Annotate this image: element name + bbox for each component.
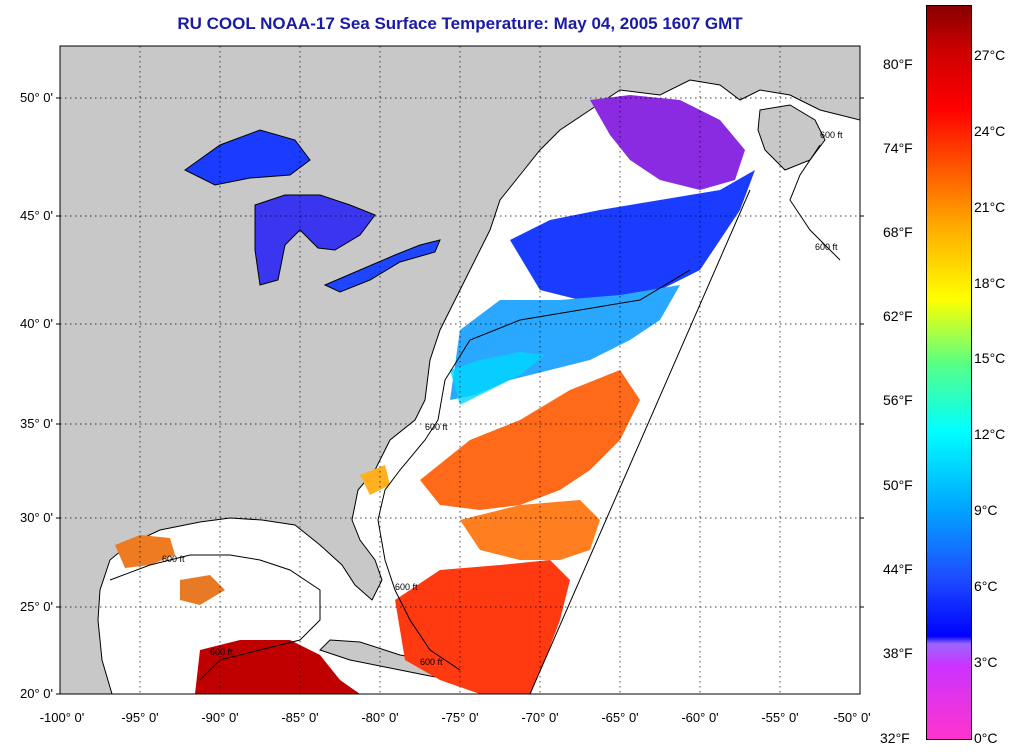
lat-label: 45° 0' — [20, 208, 53, 223]
celsius-label: 6°C — [974, 578, 998, 594]
swath-edge — [529, 189, 751, 694]
sst-shelf-cyan — [450, 352, 545, 405]
lon-label: -85° 0' — [281, 710, 318, 725]
lat-label: 35° 0' — [20, 416, 53, 431]
lake-michigan-huron — [254, 194, 376, 286]
contour-label: 600 ft — [815, 242, 838, 252]
lat-label: 20° 0' — [20, 686, 53, 701]
celsius-label: 15°C — [974, 350, 1006, 366]
fahrenheit-label: 44°F — [883, 561, 913, 577]
lon-label: -65° 0' — [601, 710, 638, 725]
lon-label: -70° 0' — [521, 710, 558, 725]
fahrenheit-label: 56°F — [883, 392, 913, 408]
celsius-label: 0°C — [974, 730, 998, 746]
lat-label: 30° 0' — [20, 510, 53, 525]
map-title: RU COOL NOAA-17 Sea Surface Temperature:… — [177, 14, 743, 33]
contour-label: 600 ft — [420, 657, 443, 667]
fahrenheit-label: 32°F — [880, 730, 910, 746]
celsius-label: 21°C — [974, 199, 1006, 215]
contour-label: 600 ft — [210, 647, 233, 657]
contour-label: 600 ft — [395, 582, 418, 592]
celsius-label: 24°C — [974, 123, 1006, 139]
lat-label: 40° 0' — [20, 316, 53, 331]
lake-superior — [184, 129, 311, 186]
celsius-label: 27°C — [974, 47, 1006, 63]
sst-gulf-maine — [510, 170, 755, 300]
fahrenheit-label: 74°F — [883, 140, 913, 156]
lat-label: 25° 0' — [20, 599, 53, 614]
lake-erie-ontario — [323, 239, 441, 293]
lon-label: -50° 0' — [833, 710, 870, 725]
fahrenheit-label: 68°F — [883, 224, 913, 240]
lon-label: -100° 0' — [40, 710, 85, 725]
sst-bahamas-region — [395, 560, 570, 694]
lon-label: -95° 0' — [121, 710, 158, 725]
lon-label: -60° 0' — [681, 710, 718, 725]
lon-label: -55° 0' — [761, 710, 798, 725]
graticule — [60, 46, 860, 694]
lon-label: -90° 0' — [201, 710, 238, 725]
temperature-colorbar — [926, 5, 972, 740]
sst-gulf-stream — [420, 370, 640, 510]
lat-label: 50° 0' — [20, 90, 53, 105]
sst-florida-coast — [360, 465, 390, 495]
contour-label: 600 ft — [425, 422, 448, 432]
celsius-label: 18°C — [974, 275, 1006, 291]
contour-600ft — [109, 144, 841, 681]
fahrenheit-label: 62°F — [883, 308, 913, 324]
sst-sargasso — [460, 500, 600, 560]
fahrenheit-label: 50°F — [883, 477, 913, 493]
celsius-label: 9°C — [974, 502, 998, 518]
sst-caribbean — [195, 640, 360, 694]
sst-gulf-st-lawrence — [590, 95, 745, 190]
fahrenheit-label: 38°F — [883, 645, 913, 661]
celsius-label: 12°C — [974, 426, 1006, 442]
sst-gulf-west — [115, 535, 175, 568]
fahrenheit-label: 80°F — [883, 56, 913, 72]
sst-gulf-south — [180, 575, 225, 605]
contour-label: 600 ft — [820, 130, 843, 140]
lon-label: -80° 0' — [361, 710, 398, 725]
map-frame — [59, 45, 861, 695]
celsius-label: 3°C — [974, 654, 998, 670]
lon-label: -75° 0' — [441, 710, 478, 725]
contour-label: 600 ft — [162, 554, 185, 564]
